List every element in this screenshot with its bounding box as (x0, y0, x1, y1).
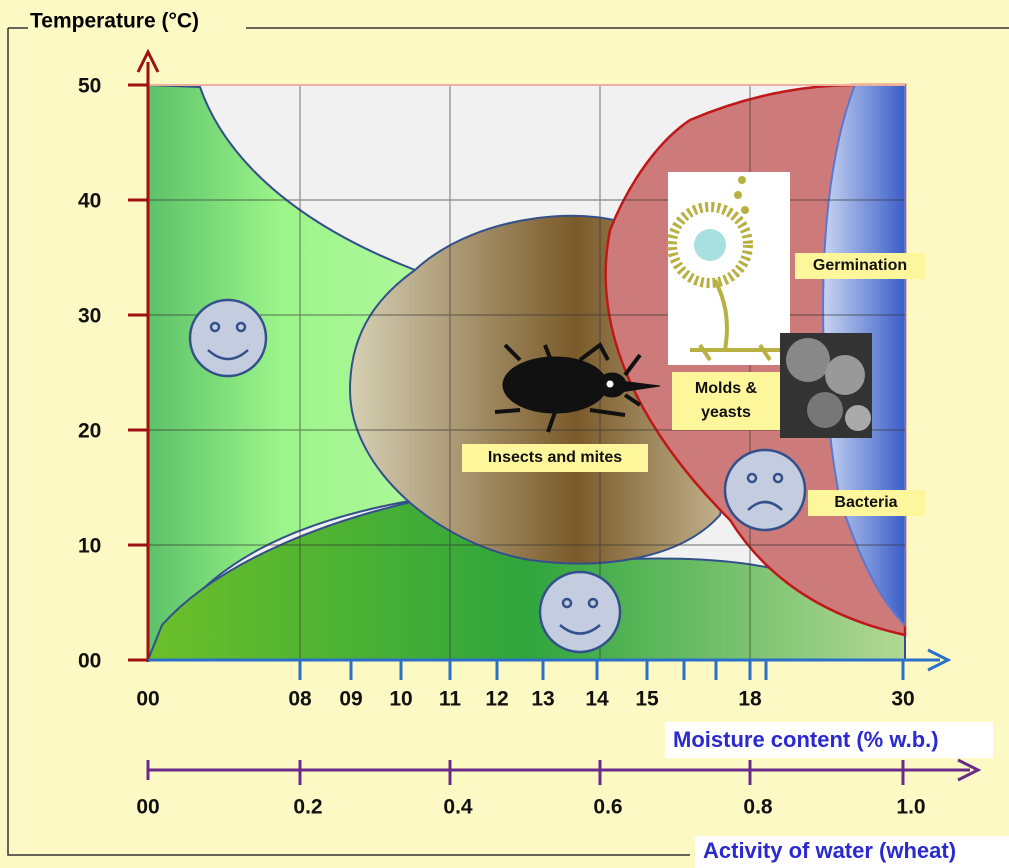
y-axis-title: Temperature (°C) (30, 10, 199, 33)
label-box (462, 444, 648, 472)
y-axis (136, 48, 160, 662)
y-tick-label: 00 (78, 650, 101, 673)
moisture-tick-label: 13 (531, 688, 554, 711)
insects-label: Insects and mites (488, 449, 622, 466)
germination-label: Germination (813, 257, 907, 274)
y-tick-label: 30 (78, 305, 101, 328)
happy-face (538, 570, 622, 654)
label-box (808, 490, 925, 516)
label-box (672, 372, 780, 430)
title-bg (695, 836, 1009, 868)
water-activity-tick-label: 0.4 (443, 796, 473, 819)
moisture-tick-label: 09 (339, 688, 362, 711)
title-bg (28, 8, 246, 38)
yeast-image (780, 333, 872, 438)
moisture-tick-label: 30 (891, 688, 914, 711)
yeasts-label: yeasts (701, 404, 751, 421)
bacteria-label: Bacteria (834, 494, 897, 511)
beetle-icon (494, 342, 661, 433)
moisture-tick-label: 18 (738, 688, 762, 711)
sad-face (723, 448, 807, 532)
label-box (795, 253, 925, 279)
tick (682, 660, 768, 680)
moisture-tick-label: 15 (635, 688, 659, 711)
water-activity-axis-title: Activity of water (wheat) (703, 838, 956, 863)
y-tick-label: 40 (78, 190, 101, 213)
water-activity-axis (148, 758, 982, 782)
moisture-tick-label: 10 (389, 688, 412, 711)
moisture-tick-label: 12 (485, 688, 508, 711)
moisture-tick-label: 00 (136, 688, 159, 711)
water-activity-tick-label: 0.2 (293, 796, 322, 819)
molds-label: Molds & (695, 380, 758, 397)
moisture-tick-label: 11 (439, 688, 462, 711)
water-activity-tick-label: 0.8 (743, 796, 773, 819)
happy-face (188, 298, 268, 378)
y-tick-label: 20 (78, 420, 101, 443)
title-bg (665, 722, 993, 758)
y-tick-label: 50 (78, 75, 101, 98)
water-activity-tick-label: 00 (136, 796, 159, 819)
moisture-tick-label: 08 (288, 688, 312, 711)
moisture-tick-label: 14 (585, 688, 609, 711)
mold-image (667, 172, 790, 365)
water-activity-tick-label: 0.6 (593, 796, 622, 819)
y-tick-label: 10 (78, 535, 101, 558)
water-activity-tick-label: 1.0 (896, 796, 925, 819)
moisture-axis-title: Moisture content (% w.b.) (673, 727, 939, 752)
